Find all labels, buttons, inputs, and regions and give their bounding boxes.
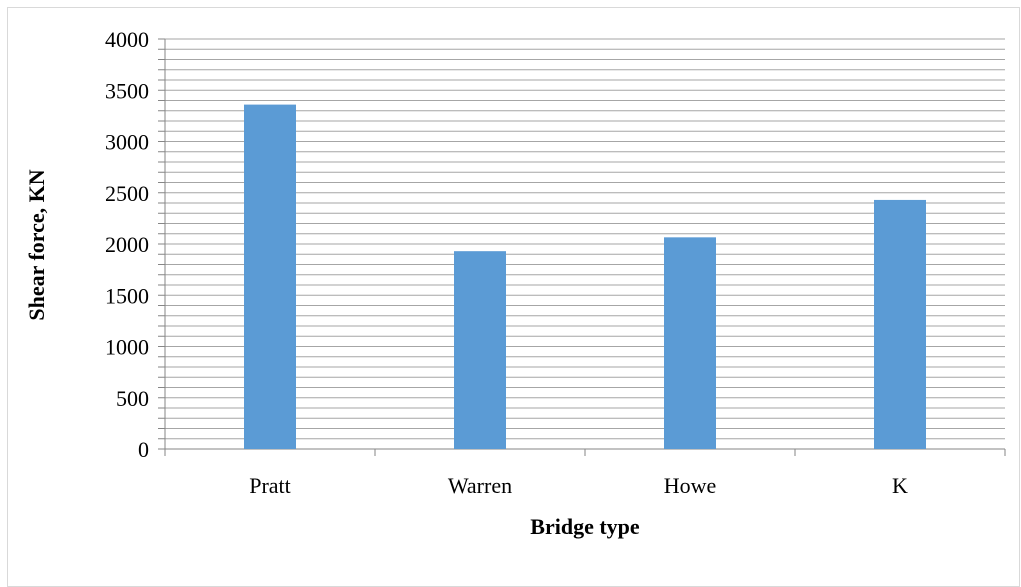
bar-pratt — [244, 104, 296, 449]
y-tick-label: 2500 — [105, 181, 149, 206]
bars — [244, 104, 926, 449]
y-axis-title: Shear force, KN — [24, 169, 49, 320]
axes — [158, 38, 1006, 456]
x-axis-title: Bridge type — [530, 514, 640, 539]
gridlines — [165, 38, 1005, 440]
chart-frame — [7, 7, 1020, 587]
y-tick-label: 3500 — [105, 78, 149, 103]
y-tick-label: 4000 — [105, 27, 149, 52]
x-tick-label: Pratt — [249, 473, 291, 498]
x-tick-label: Howe — [664, 473, 717, 498]
y-tick-label: 1500 — [105, 283, 149, 308]
bar-chart: 0 500 1000 1500 2000 2500 3000 3500 4000 Pratt Wa… — [24, 27, 1006, 539]
y-tick-label: 0 — [138, 437, 149, 462]
y-tick-label: 500 — [116, 386, 149, 411]
bar-warren — [454, 251, 506, 449]
x-tick-label: Warren — [448, 473, 512, 498]
x-tick-labels: Pratt Warren Howe K — [249, 473, 908, 498]
y-tick-label: 3000 — [105, 130, 149, 155]
x-tick-label: K — [892, 473, 908, 498]
bar-k — [874, 199, 926, 449]
bar-howe — [664, 237, 716, 449]
y-tick-label: 1000 — [105, 335, 149, 360]
y-tick-label: 2000 — [105, 232, 149, 257]
y-tick-labels: 0 500 1000 1500 2000 2500 3000 3500 4000 — [105, 27, 149, 462]
